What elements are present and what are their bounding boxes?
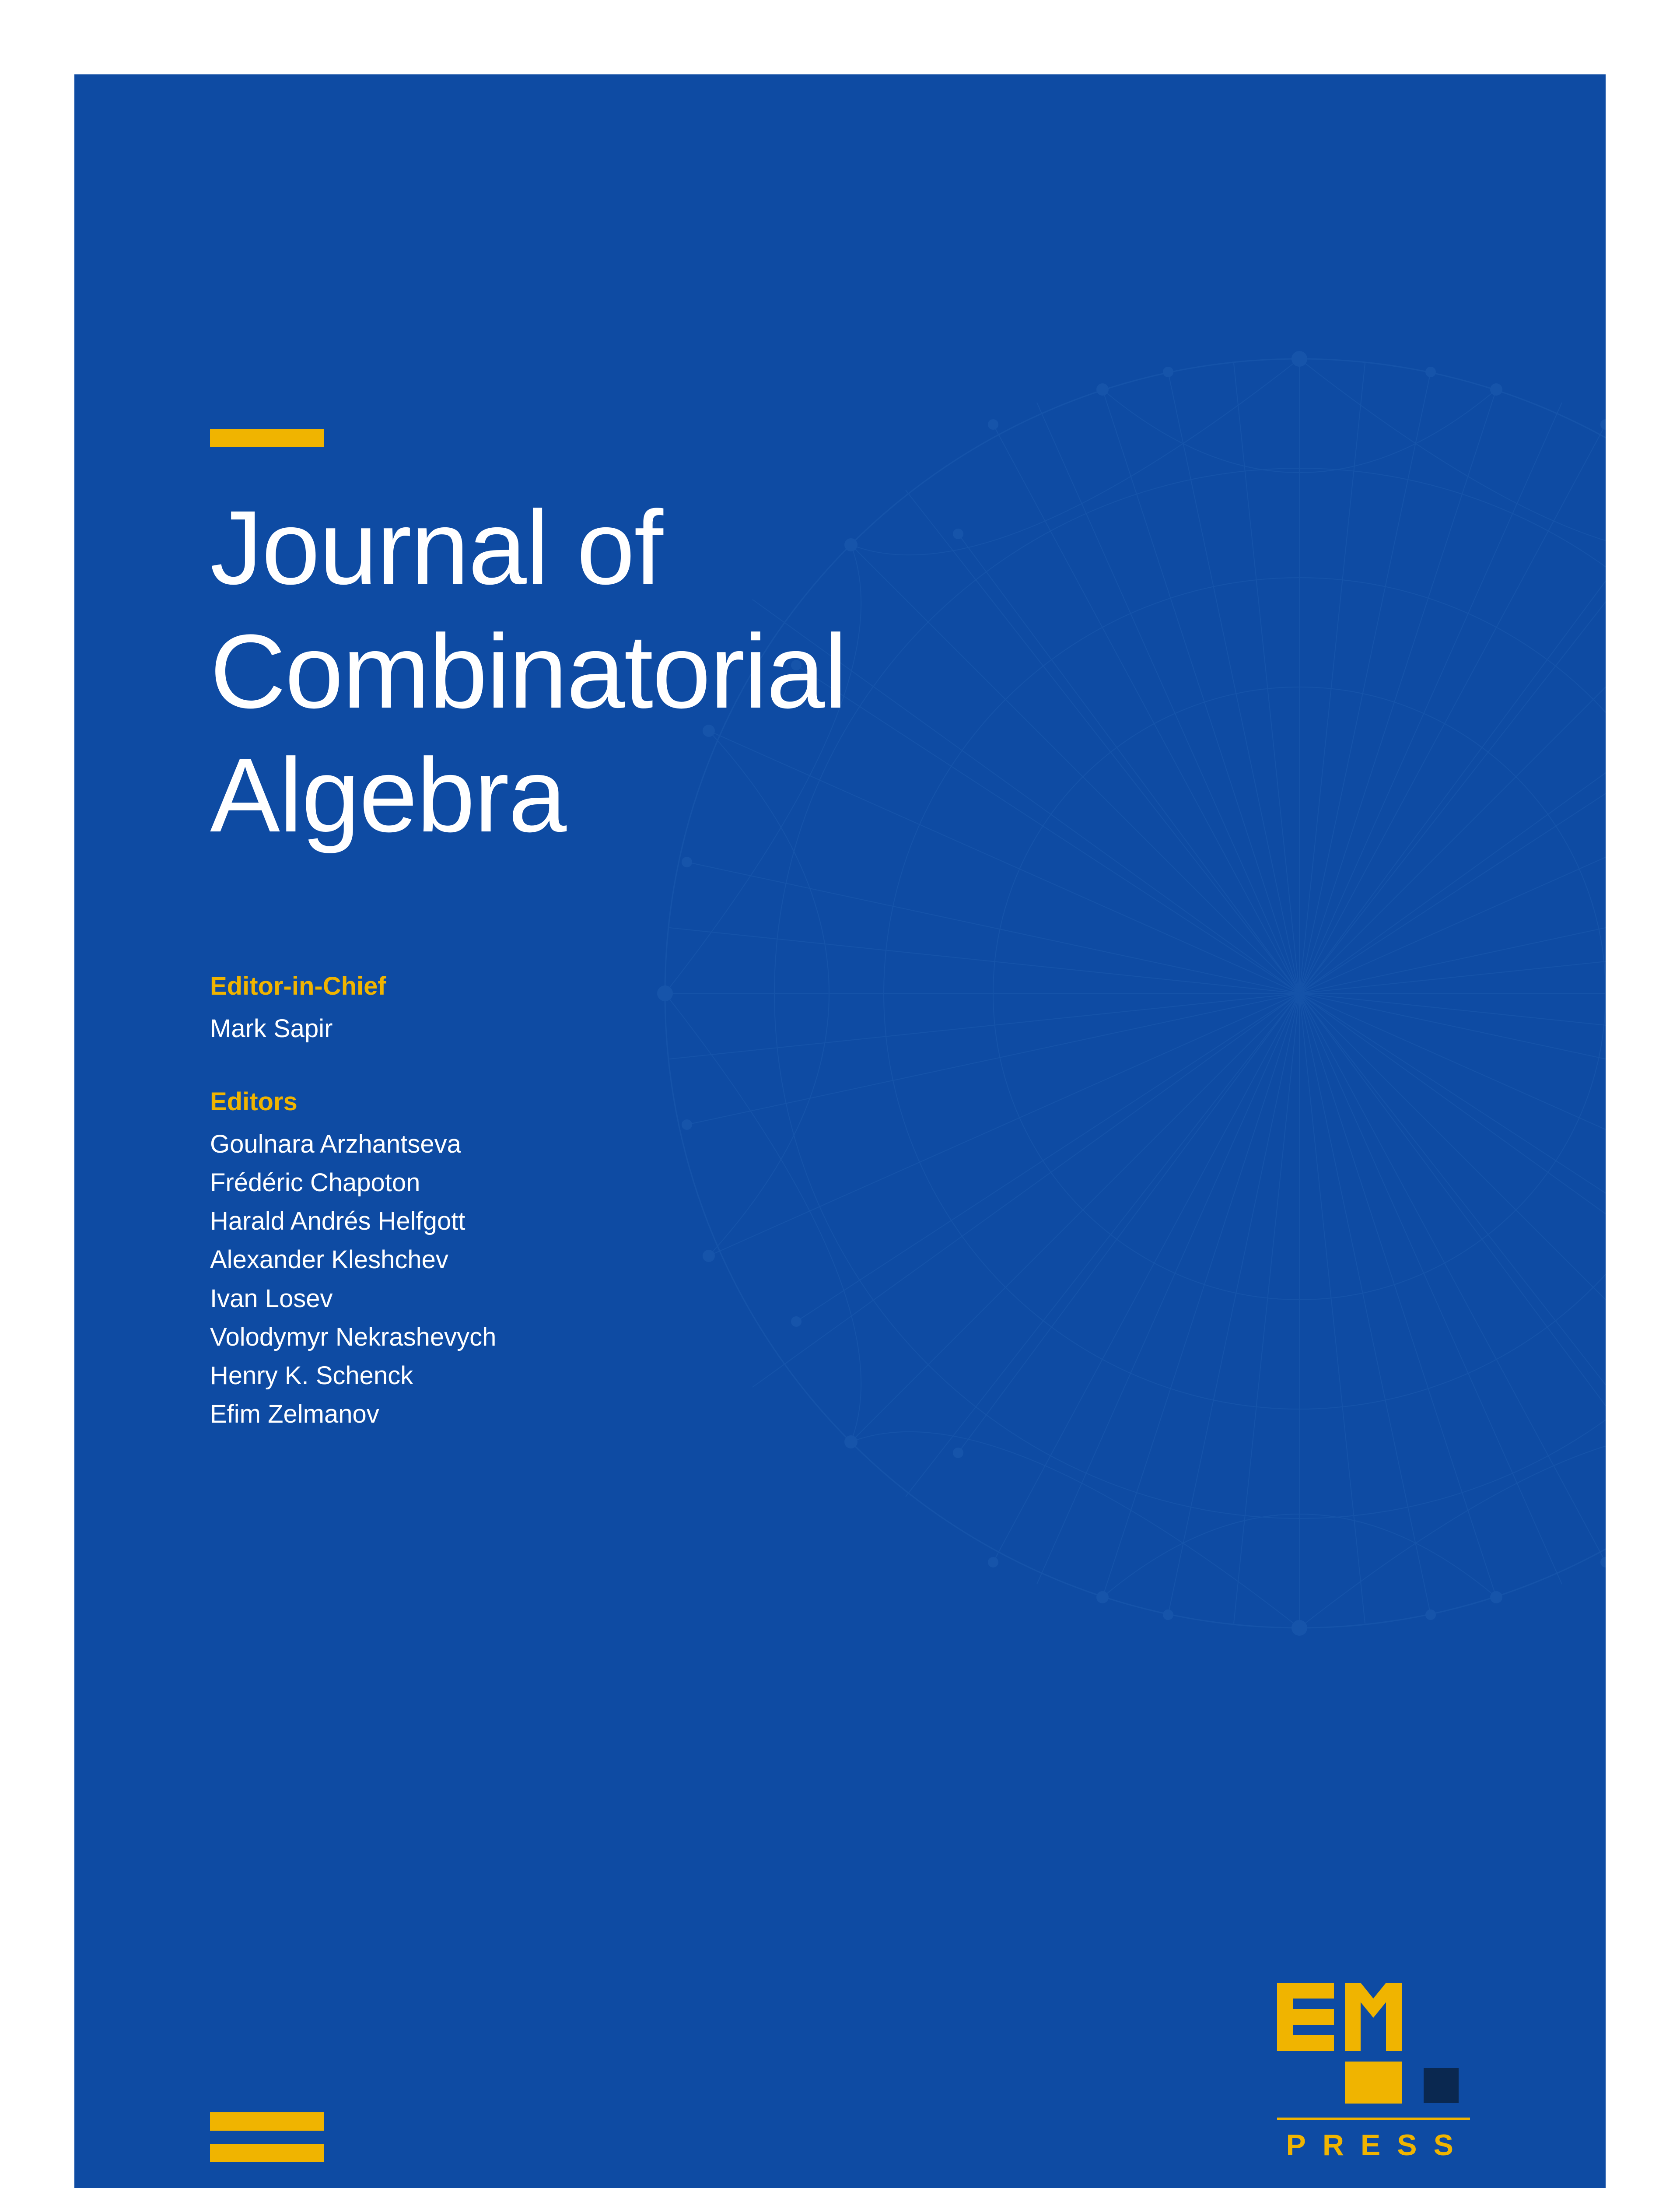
ems-logo-block: PRESS bbox=[1277, 1983, 1470, 2162]
accent-bar bbox=[210, 2112, 324, 2131]
editor-item: Harald Andrés Helfgott bbox=[210, 1202, 496, 1241]
ems-logo-icon bbox=[1277, 1983, 1465, 2110]
editor-item: Volodymyr Nekrashevych bbox=[210, 1318, 496, 1357]
journal-cover: Journal of Combinatorial Algebra Editor-… bbox=[74, 74, 1606, 2188]
editor-section: Editor-in-Chief Mark Sapir Editors Gouln… bbox=[210, 971, 496, 1434]
title-line-2: Combinatorial bbox=[210, 610, 847, 733]
editor-in-chief-name: Mark Sapir bbox=[210, 1010, 496, 1048]
editors-list: Editors Goulnara Arzhantseva Frédéric Ch… bbox=[210, 1087, 496, 1434]
network-decoration bbox=[643, 74, 1606, 1912]
editor-item: Henry K. Schenck bbox=[210, 1357, 496, 1395]
accent-bar bbox=[210, 2144, 324, 2162]
editor-item: Frédéric Chapoton bbox=[210, 1164, 496, 1202]
editor-item: Efim Zelmanov bbox=[210, 1395, 496, 1434]
editors-heading: Editors bbox=[210, 1087, 496, 1116]
accent-bar-top bbox=[210, 429, 324, 447]
editor-item: Alexander Kleshchev bbox=[210, 1241, 496, 1279]
title-line-3: Algebra bbox=[210, 733, 847, 857]
editor-item: Goulnara Arzhantseva bbox=[210, 1125, 496, 1164]
editor-item: Ivan Losev bbox=[210, 1280, 496, 1318]
logo-press-text: PRESS bbox=[1277, 2128, 1470, 2162]
title-line-1: Journal of bbox=[210, 486, 847, 610]
journal-title: Journal of Combinatorial Algebra bbox=[210, 486, 847, 858]
accent-bars-bottom bbox=[210, 2112, 324, 2162]
editor-in-chief-heading: Editor-in-Chief bbox=[210, 971, 496, 1001]
logo-divider bbox=[1277, 2118, 1470, 2120]
publisher-logo: PRESS bbox=[1277, 1983, 1470, 2162]
